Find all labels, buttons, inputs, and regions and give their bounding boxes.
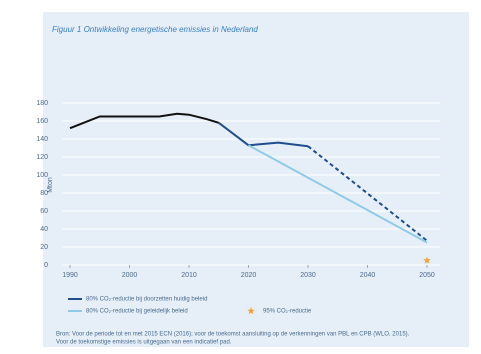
y-tick-label: 140 — [36, 136, 48, 143]
legend-label: 95% CO₂-reductie — [263, 309, 312, 315]
y-tick-label: 20 — [40, 244, 48, 251]
line — [248, 144, 428, 244]
legend-marker — [247, 307, 255, 315]
y-tick-label: 100 — [36, 172, 48, 179]
line — [307, 145, 428, 242]
source-note: Bron: Voor de periode tot en met 2015 EC… — [56, 332, 410, 338]
x-tick-label: 2020 — [241, 272, 257, 279]
chart-title: Figuur 1 Ontwikkeling energetische emiss… — [52, 25, 258, 34]
x-tick-label: 2030 — [300, 272, 316, 279]
y-tick-label: 60 — [40, 208, 48, 215]
x-tick-label: 2040 — [360, 272, 376, 279]
y-tick-label: 180 — [36, 100, 48, 107]
line — [69, 112, 220, 130]
y-tick-label: 0 — [44, 262, 48, 269]
y-tick-label: 80 — [40, 190, 48, 197]
y-axis-label: Mton — [47, 177, 54, 193]
x-tick-label: 2050 — [419, 272, 435, 279]
x-tick-label: 2000 — [122, 272, 138, 279]
y-tick-label: 40 — [40, 226, 48, 233]
line — [218, 122, 309, 148]
x-tick-label: 2010 — [181, 272, 197, 279]
panel — [43, 12, 469, 347]
source-note: Voor de toekomstige emissies is uitgegaa… — [56, 340, 232, 346]
y-tick-label: 160 — [36, 118, 48, 125]
x-tick-label: 1990 — [62, 272, 78, 279]
star-marker — [423, 256, 431, 264]
y-tick-label: 120 — [36, 154, 48, 161]
legend-label: 80% CO₂-reductie bij doorzetten huidig b… — [86, 297, 207, 303]
legend-label: 80% CO₂-reductie bij geleidelijk beleid — [86, 309, 188, 315]
